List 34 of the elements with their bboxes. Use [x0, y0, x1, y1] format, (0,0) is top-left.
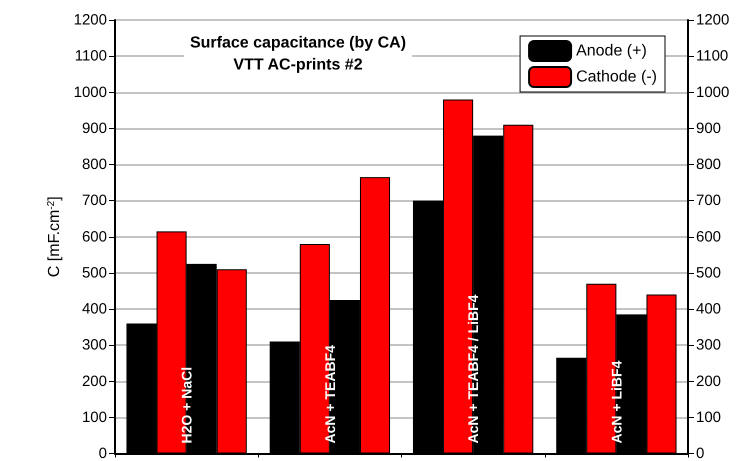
- y2-tick-label: 100: [696, 408, 722, 426]
- legend-label: Cathode (-): [576, 68, 657, 86]
- x-tick-label: AcN + TEABF4 / LiBF4: [465, 294, 482, 444]
- y-tick-label: 900: [82, 120, 107, 137]
- y-tick-label: 400: [82, 300, 107, 318]
- y-tick-label: 1000: [74, 84, 107, 101]
- y-tick-label: 800: [82, 156, 107, 173]
- y2-tick-label: 600: [696, 228, 722, 246]
- y-tick-label: 1100: [74, 48, 107, 65]
- x-tick-label: H2O + NaCl: [178, 366, 195, 444]
- legend-label: Anode (+): [576, 42, 647, 60]
- y-tick-label: 0: [98, 445, 107, 461]
- y2-tick-label: 400: [696, 300, 722, 318]
- y-tick-label: 1200: [74, 12, 107, 28]
- y-tick-label: 700: [82, 192, 107, 210]
- y2-tick-label: 900: [696, 120, 722, 137]
- x-tick-label: AcN + TEABF4: [322, 344, 338, 444]
- y-axis-title: C [mF.cm-2]: [46, 196, 64, 278]
- y2-tick-label: 700: [696, 192, 722, 210]
- y2-tick-label: 1100: [696, 48, 728, 65]
- y2-tick-label: 1000: [696, 84, 730, 101]
- y-tick-label: 200: [82, 372, 107, 390]
- y2-tick-label: 300: [696, 336, 722, 354]
- y2-tick-label: 800: [696, 156, 722, 173]
- y-tick-label: 300: [82, 336, 107, 354]
- text: Surface capacitance (by CA) VTT AC-prints #2: [190, 34, 406, 74]
- y2-tick-label: 200: [696, 372, 722, 390]
- y-tick-label: 100: [82, 408, 107, 426]
- y2-tick-label: 1200: [696, 12, 730, 28]
- x-tick-label: AcN + LiBF4: [608, 360, 624, 444]
- y2-tick-label: 0: [696, 445, 704, 461]
- y-tick-label: 600: [82, 228, 107, 246]
- y2-tick-label: 500: [696, 264, 722, 282]
- y-tick-label: 500: [82, 264, 107, 282]
